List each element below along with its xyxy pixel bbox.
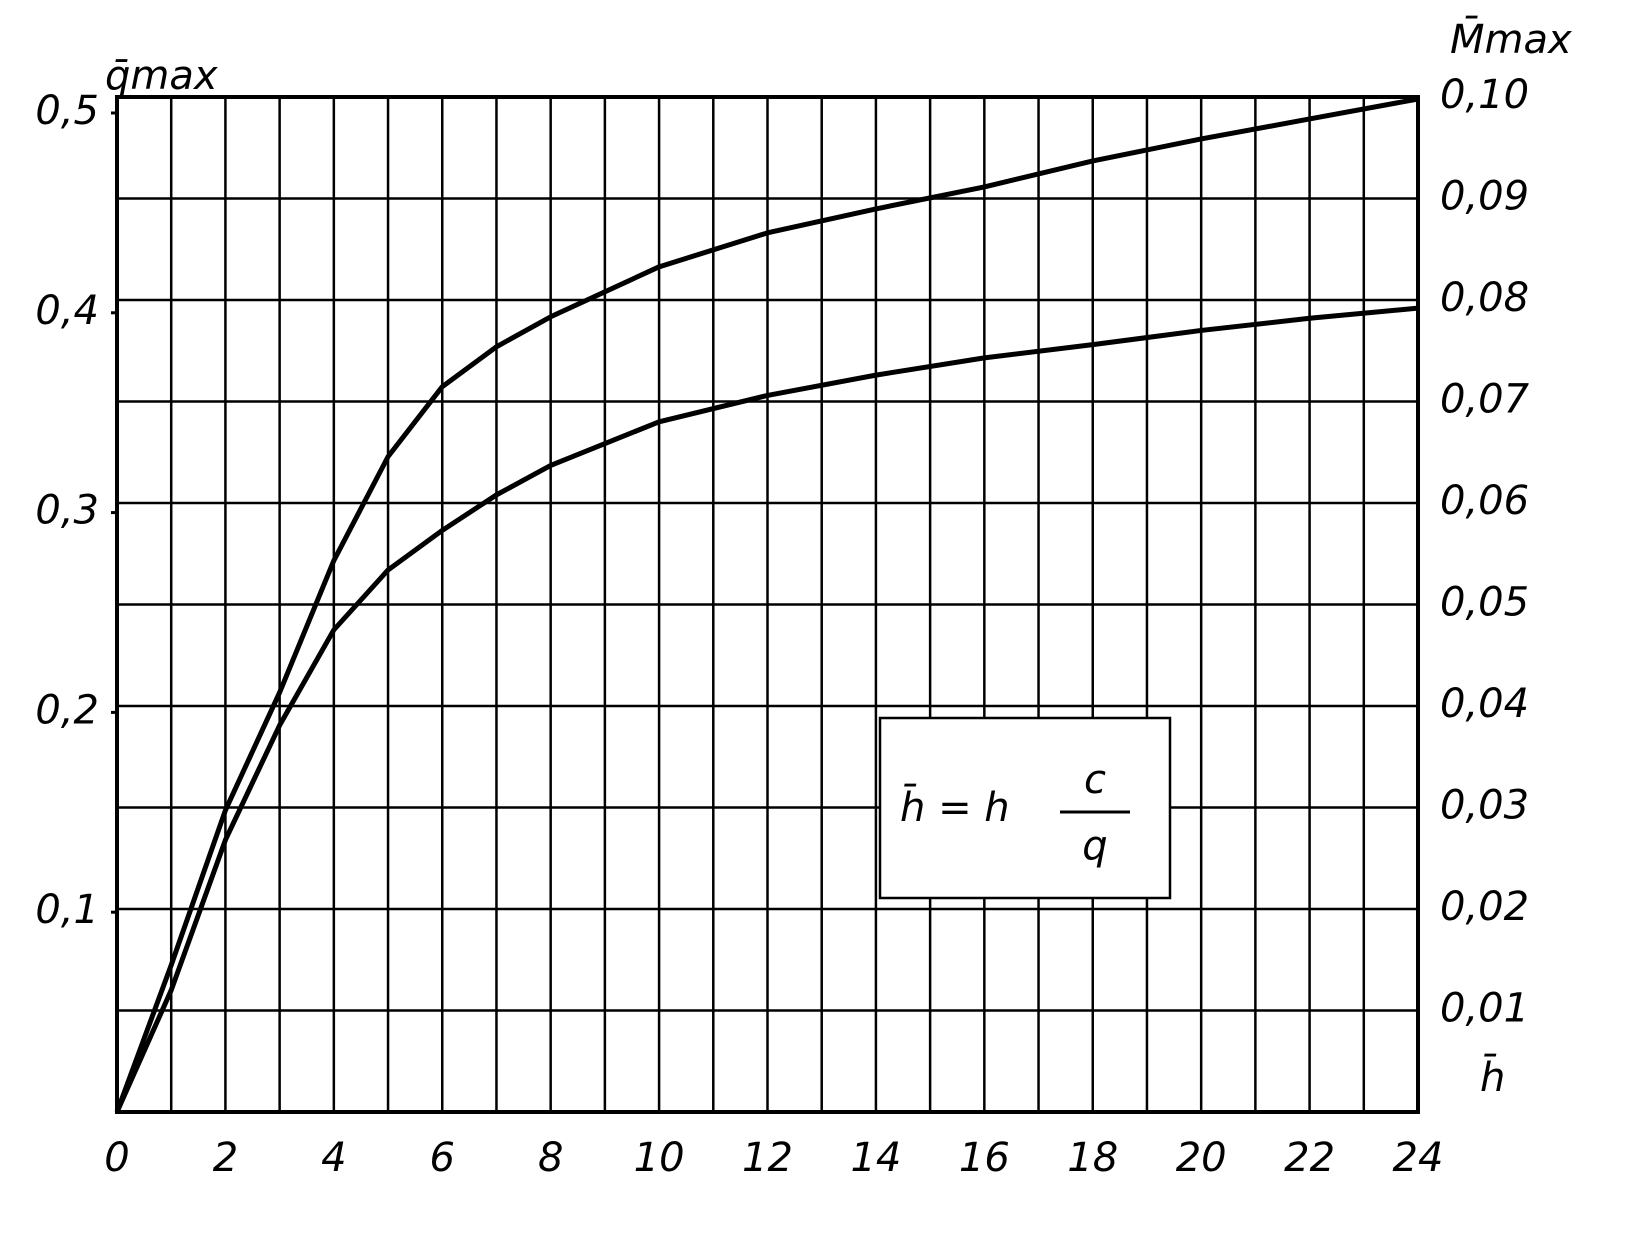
y-tick-label: 0,3 [35, 488, 99, 534]
y-tick-label: 0,4 [35, 288, 99, 334]
x-tick-label: 14 [850, 1135, 901, 1181]
y2-tick-label: 0,03 [1440, 783, 1529, 829]
x-axis-label: h̄ [1480, 1053, 1505, 1101]
curve [114, 96, 1419, 1113]
curve [114, 305, 1419, 1114]
annotation-box [878, 716, 1172, 900]
y-tick-label: 0,1 [35, 887, 99, 933]
x-tick-label: 2 [213, 1135, 238, 1181]
x-tick-label: 18 [1067, 1135, 1118, 1181]
y2-tick-label: 0,09 [1440, 174, 1529, 220]
y-axis-label: q̄max [105, 53, 218, 99]
y2-tick-label: 0,08 [1440, 275, 1529, 321]
x-tick-label: 0 [104, 1135, 129, 1181]
plot-frame [115, 95, 1420, 1114]
y-tick-label: 0,2 [35, 687, 99, 733]
x-tick-label: 12 [742, 1135, 793, 1181]
annotation-numerator: c [1084, 757, 1106, 803]
y2-tick-label: 0,10 [1440, 72, 1529, 118]
y2-tick-label: 0,01 [1440, 986, 1529, 1032]
x-tick-label: 8 [538, 1135, 563, 1181]
y2-tick-label: 0,02 [1440, 884, 1529, 930]
y2-tick-label: 0,07 [1440, 377, 1530, 423]
x-tick-label: 6 [430, 1135, 455, 1181]
y2-tick-label: 0,05 [1440, 580, 1529, 626]
y2-tick-label: 0,06 [1440, 478, 1529, 524]
x-tick-label: 22 [1284, 1135, 1335, 1181]
annotation-denominator: q [1082, 823, 1107, 869]
annotation-lhs: h̄ = h [900, 783, 1010, 831]
x-tick-label: 20 [1176, 1135, 1227, 1181]
x-tick-label: 4 [321, 1135, 346, 1181]
y-tick-label: 0,5 [35, 88, 99, 134]
x-tick-label: 24 [1393, 1135, 1444, 1181]
y2-tick-label: 0,04 [1440, 681, 1529, 727]
x-tick-label: 10 [634, 1135, 685, 1181]
y2-axis-label: M̄max [1450, 15, 1572, 63]
x-tick-label: 16 [959, 1135, 1010, 1181]
